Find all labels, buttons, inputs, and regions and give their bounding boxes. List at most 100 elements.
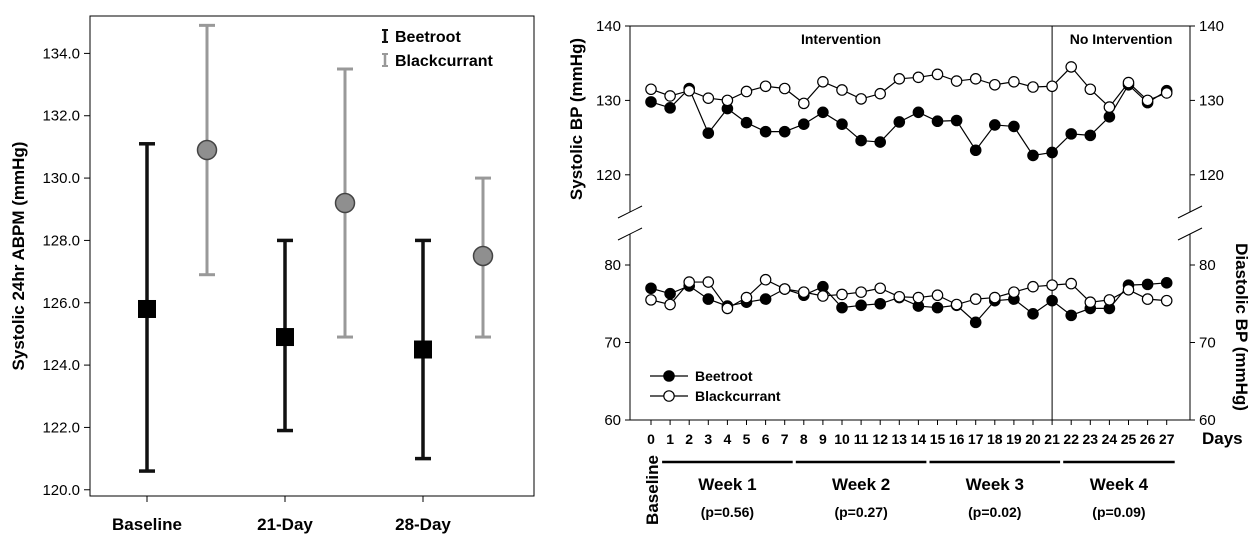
legend-label: Beetroot [395,29,461,46]
y-tick-label: 60 [604,412,621,429]
systolic-point [1084,129,1097,142]
systolic-point [702,127,715,139]
y-tick-label: 70 [604,335,621,352]
systolic-point [759,125,772,138]
systolic-point [797,118,810,131]
mean-marker-circle [196,139,218,161]
diastolic-point [1122,283,1135,296]
diastolic-point [1065,309,1077,322]
y-tick-label: 130 [596,92,621,109]
y-tick-label: 130.0 [42,170,80,187]
systolic-point [836,84,848,96]
diastolic-point [893,290,906,303]
x-tick-label: 15 [930,431,946,447]
legend-label: Beetroot [695,368,753,384]
y-tick-label: 134.0 [42,45,80,62]
x-tick-label: 21-Day [257,515,313,534]
legend-marker [663,390,675,402]
y-tick-label: 124.0 [42,357,80,374]
diastolic-point [931,301,944,314]
y-tick-label: 132.0 [42,108,80,125]
systolic-point [664,90,676,102]
x-tick-label: 17 [968,431,984,447]
legend-marker [663,370,675,382]
diastolic-point [969,293,982,305]
diastolic-line [650,282,1167,324]
diastolic-point [1141,293,1154,305]
systolic-point [874,87,886,100]
systolic-point [740,85,753,98]
systolic-point [969,73,982,85]
systolic-point [683,84,695,97]
diastolic-point [1027,308,1039,320]
systolic-point [950,114,963,127]
x-tick-label: 9 [819,431,827,447]
systolic-point [988,119,1001,131]
x-tick-label: 20 [1025,431,1041,447]
y-axis-title: Systolic 24hr ABPM (mmHg) [9,142,28,371]
x-axis-title: Days [1202,429,1243,448]
diastolic-point [797,286,810,298]
y-axis-title-systolic: Systolic BP (mmHg) [567,38,586,200]
x-tick-label: 3 [704,431,712,447]
x-tick-label: 6 [762,431,770,447]
systolic-point [912,106,925,119]
systolic-line [650,66,1167,108]
diastolic-point [950,298,963,311]
y-tick-label-right: 120 [1199,167,1224,184]
diastolic-point [759,293,772,305]
diastolic-point [912,291,925,304]
diastolic-point [702,276,715,288]
y-tick-label-right: 60 [1199,412,1216,429]
y-tick-label: 120.0 [42,482,80,499]
systolic-point [1008,76,1020,88]
axis-break-mark [1177,227,1203,241]
systolic-point [931,68,944,81]
diastolic-point [721,302,734,315]
systolic-point [740,116,753,129]
y-tick-label-right: 140 [1199,18,1224,35]
diastolic-point [836,288,848,301]
diastolic-point [759,273,772,286]
systolic-point [893,73,906,85]
diastolic-point [969,316,982,329]
diastolic-point [855,299,867,312]
diastolic-point [1008,286,1020,298]
diastolic-line [650,279,1167,310]
mean-marker-square [276,328,294,347]
systolic-point [912,71,925,84]
systolic-point [702,92,715,104]
x-tick-label: 12 [872,431,888,447]
systolic-point [1046,146,1058,159]
x-tick-label: 19 [1006,431,1022,447]
diastolic-point [1160,294,1173,307]
systolic-point [1122,76,1135,89]
legend-label: Blackcurrant [395,53,493,70]
diastolic-point [1046,294,1058,307]
week-pvalue: (p=0.02) [968,504,1021,520]
y-tick-label: 140 [596,18,621,35]
x-tick-label: 14 [911,431,927,447]
mean-marker-square [138,299,156,318]
x-tick-label: Baseline [112,515,182,534]
diastolic-point [931,289,944,302]
x-tick-label: 18 [987,431,1003,447]
diastolic-point [817,290,829,302]
x-tick-label: 21 [1044,431,1060,447]
systolic-point [645,96,657,108]
baseline-label: Baseline [643,455,662,525]
y-tick-label: 126.0 [42,295,80,312]
axis-break-mark [617,205,643,219]
systolic-point [1027,81,1039,93]
systolic-point [855,93,867,105]
x-tick-label: 8 [800,431,808,447]
systolic-point [1046,80,1058,93]
systolic-point [874,136,886,148]
diastolic-point [836,301,848,314]
systolic-point [759,80,772,93]
systolic-point [645,83,657,96]
week-pvalue: (p=0.56) [701,504,754,520]
y-tick-label: 80 [604,257,621,274]
systolic-point [1141,94,1154,107]
